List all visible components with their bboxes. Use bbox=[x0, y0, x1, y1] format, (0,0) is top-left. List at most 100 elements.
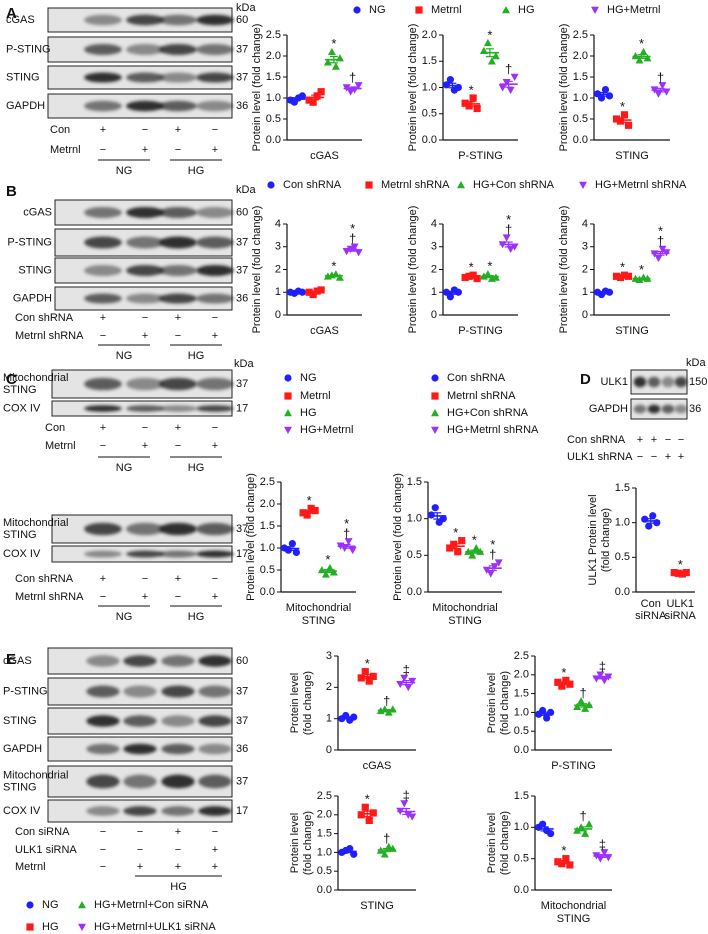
blot-band bbox=[196, 236, 234, 249]
blot-row-label: STING bbox=[3, 715, 37, 727]
data-point bbox=[596, 671, 605, 679]
x-tick-label: ULK1 bbox=[666, 598, 694, 610]
data-point bbox=[476, 547, 485, 555]
data-point bbox=[600, 849, 609, 857]
group-label: NG bbox=[116, 462, 133, 474]
data-point bbox=[639, 47, 648, 56]
y-axis-label: Protein level bbox=[289, 673, 301, 734]
data-point bbox=[483, 38, 492, 47]
blot-row-label: STING bbox=[3, 384, 37, 396]
condition-sign: + bbox=[212, 330, 218, 342]
y-tick-label: 2 bbox=[326, 681, 332, 693]
blot-kda-value: 37 bbox=[236, 378, 248, 390]
data-point bbox=[491, 52, 500, 60]
y-tick-label: 0.5 bbox=[317, 865, 332, 877]
significance-mark: * bbox=[344, 516, 349, 531]
blot-row-label: GAPDH bbox=[589, 403, 628, 415]
condition-sign: − bbox=[651, 451, 657, 463]
y-tick-label: 1.0 bbox=[266, 92, 281, 104]
blot-band bbox=[126, 44, 164, 55]
legend-label: HG bbox=[300, 407, 317, 419]
blot-band bbox=[161, 685, 195, 698]
blot-band bbox=[159, 14, 197, 26]
x-axis-label: P-STING bbox=[458, 325, 503, 337]
blot-band bbox=[84, 100, 122, 112]
condition-sign: − bbox=[175, 440, 181, 452]
group-label: HG bbox=[170, 881, 187, 893]
data-point bbox=[404, 684, 413, 692]
condition-sign: + bbox=[175, 573, 181, 585]
y-tick-label: 3 bbox=[431, 241, 437, 253]
blot-band bbox=[159, 44, 197, 55]
condition-sign: + bbox=[100, 124, 106, 136]
data-point bbox=[298, 288, 306, 296]
blot-band bbox=[661, 376, 675, 388]
significance-mark: ‡ bbox=[403, 788, 410, 803]
y-tick-label: 1.5 bbox=[260, 520, 275, 532]
condition-sign: + bbox=[175, 826, 181, 838]
data-point bbox=[650, 250, 659, 258]
legend-marker bbox=[431, 409, 439, 417]
y-axis-label: (fold change) bbox=[302, 811, 314, 875]
data-point bbox=[309, 98, 317, 106]
blot-kda-value: 37 bbox=[236, 715, 248, 727]
condition-sign: − bbox=[100, 144, 106, 156]
data-point bbox=[635, 56, 644, 64]
blot-row-label: STING bbox=[6, 71, 40, 83]
condition-sign: − bbox=[142, 312, 148, 324]
blot-band bbox=[84, 377, 122, 391]
data-point bbox=[408, 677, 417, 686]
group-label: HG bbox=[188, 350, 205, 362]
data-point bbox=[468, 551, 477, 559]
group-label: HG bbox=[188, 462, 205, 474]
data-point bbox=[288, 540, 296, 548]
significance-mark: * bbox=[506, 212, 511, 227]
blot-band bbox=[84, 14, 122, 26]
y-tick-label: 1.5 bbox=[514, 790, 529, 802]
data-point bbox=[354, 249, 363, 257]
blot-band bbox=[159, 405, 197, 412]
blot-kda-value: 17 bbox=[236, 402, 248, 414]
condition-sign: − bbox=[137, 844, 143, 856]
data-point bbox=[365, 816, 373, 825]
condition-sign: + bbox=[100, 573, 106, 585]
y-tick-label: 0.5 bbox=[514, 725, 529, 737]
blot-kda-value: 37 bbox=[236, 43, 248, 55]
data-point bbox=[365, 677, 373, 685]
data-point bbox=[539, 706, 547, 715]
blot-band bbox=[159, 377, 197, 391]
blot-band bbox=[159, 100, 197, 112]
blot-band bbox=[84, 522, 122, 536]
blot-row-label: Mitochondrial bbox=[3, 517, 68, 529]
x-axis-label: P-STING bbox=[551, 760, 596, 772]
data-point bbox=[581, 829, 590, 837]
legend-label: HG bbox=[518, 4, 535, 16]
condition-sign: − bbox=[175, 591, 181, 603]
condition-sign: − bbox=[100, 861, 106, 873]
blot-band bbox=[126, 72, 164, 83]
data-point bbox=[483, 270, 492, 278]
legend-marker bbox=[431, 392, 439, 400]
data-point bbox=[311, 507, 319, 515]
significance-mark: * bbox=[561, 843, 566, 858]
data-point bbox=[376, 846, 385, 854]
data-point bbox=[573, 702, 582, 710]
x-axis-label: STING bbox=[615, 150, 649, 162]
blot-band bbox=[123, 743, 157, 755]
blot-band bbox=[86, 655, 120, 667]
blot-band bbox=[126, 100, 164, 112]
significance-mark: * bbox=[490, 537, 495, 552]
data-point bbox=[317, 286, 325, 294]
data-point bbox=[473, 104, 481, 113]
legend-label: Metrnl bbox=[300, 390, 331, 402]
x-axis-label: Mitochondrial bbox=[541, 900, 606, 912]
significance-mark: * bbox=[487, 27, 492, 42]
blot-kda-value: 37 bbox=[236, 685, 248, 697]
legend-marker bbox=[267, 181, 275, 189]
blot-row-label: P-STING bbox=[6, 43, 51, 55]
legend-marker bbox=[26, 923, 34, 931]
data-point bbox=[331, 270, 340, 278]
legend-marker bbox=[78, 901, 86, 909]
significance-mark: * bbox=[620, 260, 625, 275]
data-point bbox=[380, 705, 389, 713]
